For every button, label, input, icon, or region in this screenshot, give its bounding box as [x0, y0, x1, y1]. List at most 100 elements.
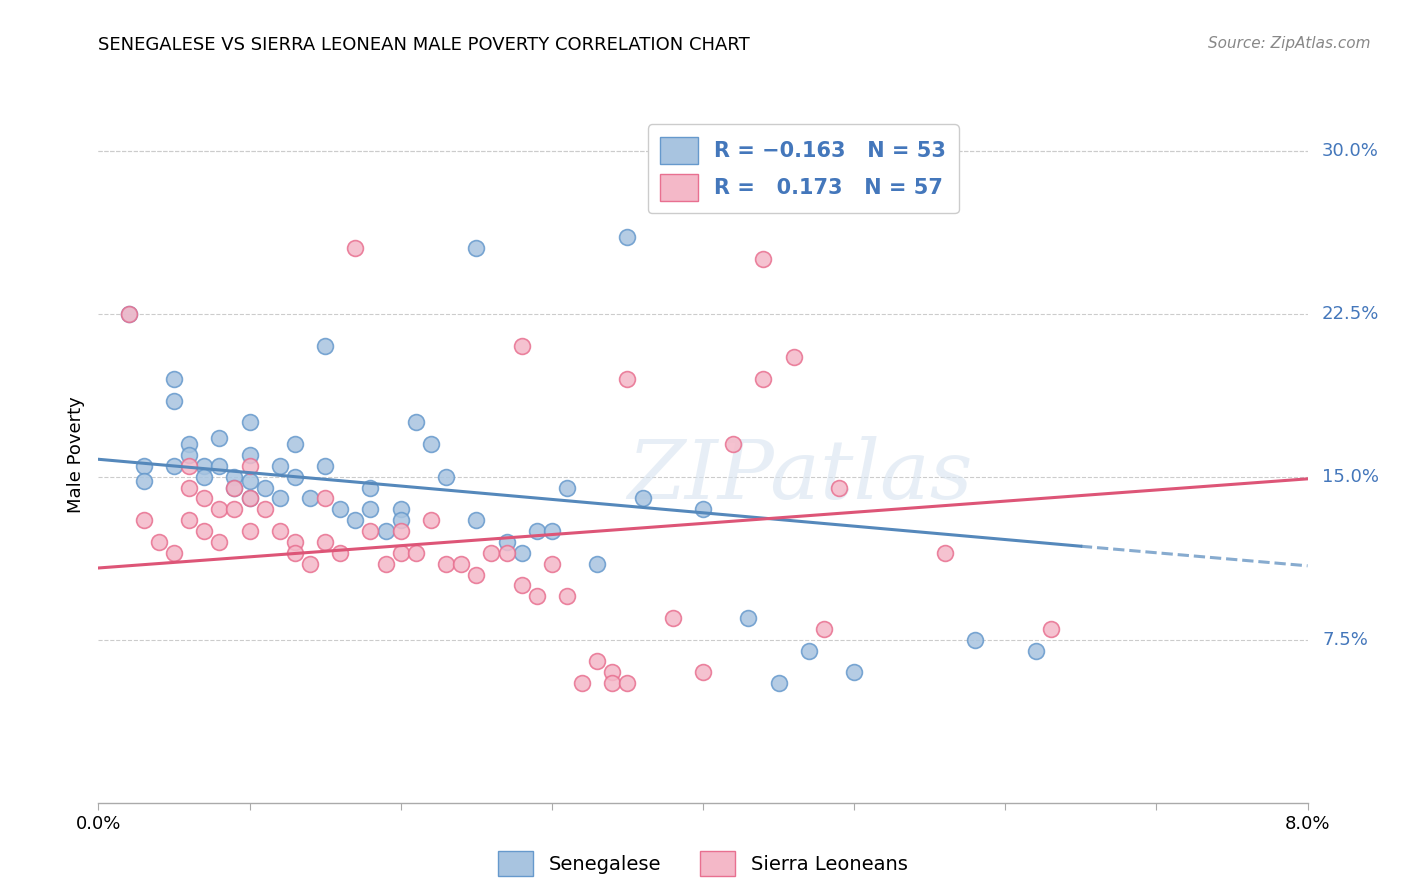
Point: [586, 557, 609, 571]
Point: [314, 491, 336, 506]
Point: [118, 307, 141, 321]
Point: [163, 393, 186, 408]
Point: [208, 535, 231, 549]
Point: [148, 535, 170, 549]
Point: [465, 241, 488, 255]
Text: SENEGALESE VS SIERRA LEONEAN MALE POVERTY CORRELATION CHART: SENEGALESE VS SIERRA LEONEAN MALE POVERT…: [98, 36, 751, 54]
Point: [434, 557, 457, 571]
Point: [239, 491, 262, 506]
Point: [389, 524, 412, 538]
Point: [844, 665, 866, 680]
Point: [163, 458, 186, 473]
Point: [179, 458, 201, 473]
Point: [314, 535, 336, 549]
Point: [797, 643, 820, 657]
Point: [359, 502, 381, 516]
Point: [389, 513, 412, 527]
Point: [239, 491, 262, 506]
Point: [510, 339, 533, 353]
Point: [239, 448, 262, 462]
Point: [208, 502, 231, 516]
Point: [284, 469, 307, 483]
Text: Source: ZipAtlas.com: Source: ZipAtlas.com: [1208, 36, 1371, 51]
Point: [224, 481, 246, 495]
Point: [602, 665, 624, 680]
Point: [239, 458, 262, 473]
Point: [359, 481, 381, 495]
Point: [344, 241, 367, 255]
Point: [450, 557, 472, 571]
Point: [208, 431, 231, 445]
Point: [284, 437, 307, 451]
Point: [752, 372, 775, 386]
Point: [510, 546, 533, 560]
Point: [389, 546, 412, 560]
Point: [269, 524, 291, 538]
Point: [571, 676, 593, 690]
Point: [269, 458, 291, 473]
Point: [737, 611, 759, 625]
Text: ZIPatlas: ZIPatlas: [627, 436, 973, 516]
Point: [284, 535, 307, 549]
Point: [329, 502, 352, 516]
Point: [253, 481, 276, 495]
Point: [314, 339, 336, 353]
Point: [224, 481, 246, 495]
Point: [965, 632, 987, 647]
Point: [193, 491, 215, 506]
Point: [193, 458, 215, 473]
Point: [132, 513, 155, 527]
Point: [163, 372, 186, 386]
Point: [631, 491, 654, 506]
Point: [179, 448, 201, 462]
Point: [586, 655, 609, 669]
Point: [239, 524, 262, 538]
Point: [284, 546, 307, 560]
Point: [269, 491, 291, 506]
Point: [616, 676, 638, 690]
Point: [344, 513, 367, 527]
Point: [479, 546, 503, 560]
Point: [193, 524, 215, 538]
Point: [510, 578, 533, 592]
Point: [299, 491, 322, 506]
Point: [555, 589, 578, 603]
Point: [1039, 622, 1062, 636]
Point: [179, 513, 201, 527]
Text: 15.0%: 15.0%: [1322, 467, 1379, 485]
Point: [299, 557, 322, 571]
Point: [526, 589, 548, 603]
Point: [374, 557, 396, 571]
Point: [1024, 643, 1046, 657]
Point: [419, 513, 441, 527]
Point: [224, 502, 246, 516]
Point: [224, 469, 246, 483]
Point: [329, 546, 352, 560]
Point: [419, 437, 441, 451]
Point: [208, 458, 231, 473]
Point: [374, 524, 396, 538]
Point: [616, 372, 638, 386]
Point: [434, 469, 457, 483]
Point: [314, 458, 336, 473]
Point: [495, 535, 517, 549]
Point: [253, 502, 276, 516]
Point: [828, 481, 851, 495]
Point: [465, 513, 488, 527]
Point: [239, 474, 262, 488]
Point: [179, 437, 201, 451]
Point: [540, 524, 562, 538]
Point: [179, 481, 201, 495]
Point: [752, 252, 775, 267]
Point: [692, 665, 714, 680]
Point: [163, 546, 186, 560]
Point: [132, 458, 155, 473]
Point: [813, 622, 835, 636]
Point: [768, 676, 790, 690]
Point: [723, 437, 745, 451]
Point: [118, 307, 141, 321]
Point: [389, 502, 412, 516]
Point: [405, 415, 427, 429]
Point: [193, 469, 215, 483]
Point: [465, 567, 488, 582]
